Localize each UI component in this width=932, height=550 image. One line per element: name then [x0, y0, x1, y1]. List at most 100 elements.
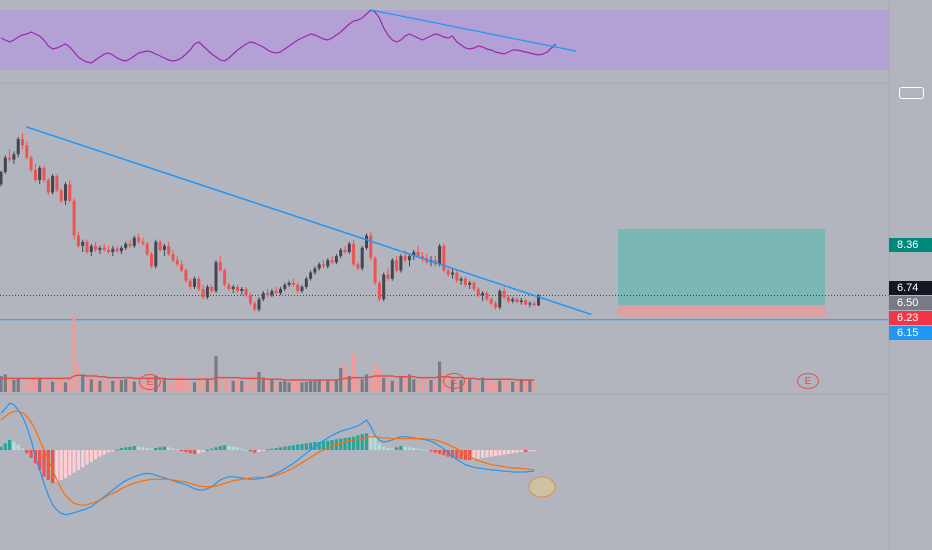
candle-body: [412, 252, 416, 257]
candle-body: [98, 247, 102, 250]
volume-bar: [330, 381, 334, 392]
macd-histogram-bar: [360, 434, 364, 450]
volume-bar: [33, 376, 37, 392]
macd-histogram-bar: [8, 440, 12, 450]
candle-body: [89, 245, 93, 252]
volume-bar: [287, 382, 291, 392]
candle-body: [0, 171, 3, 185]
macd-histogram-bar: [192, 450, 197, 454]
candle-body: [21, 139, 24, 146]
volume-bar: [81, 374, 85, 392]
macd-histogram-bar: [141, 447, 145, 450]
volume-bar: [201, 376, 205, 392]
macd-histogram-bar: [498, 450, 502, 456]
macd-histogram-bar: [184, 450, 188, 452]
volume-bar: [296, 380, 300, 392]
macd-histogram-bar: [188, 450, 192, 454]
volume-bar: [192, 382, 197, 392]
volume-bar: [98, 380, 102, 392]
candle-body: [124, 243, 128, 248]
macd-histogram-bar: [347, 437, 351, 450]
candle-body: [519, 300, 523, 303]
candle-body: [390, 260, 394, 279]
macd-histogram-bar: [128, 446, 132, 450]
candle-body: [446, 270, 450, 275]
candle-body: [205, 286, 209, 298]
macd-histogram-bar: [201, 450, 205, 452]
macd-histogram-bar: [433, 450, 437, 453]
macd-histogram-bar: [248, 450, 252, 452]
volume-bar: [111, 380, 115, 392]
macd-histogram-bar: [532, 450, 536, 451]
candle-body: [141, 241, 145, 244]
volume-bar: [102, 380, 106, 392]
earnings-marker[interactable]: E: [443, 373, 465, 389]
candle-body: [137, 237, 141, 242]
price-pane[interactable]: [0, 126, 889, 321]
macd-histogram-bar: [16, 444, 20, 450]
earnings-marker[interactable]: E: [797, 373, 819, 389]
volume-bar: [266, 379, 270, 392]
candle-body: [498, 291, 502, 308]
macd-histogram-bar: [51, 450, 55, 484]
macd-histogram-bar: [94, 450, 98, 460]
candle-body: [115, 248, 119, 252]
candle-body: [94, 245, 98, 250]
macd-histogram-bar: [12, 442, 16, 450]
macd-histogram-bar: [455, 450, 459, 459]
volume-bar: [386, 379, 390, 392]
candle-body: [72, 200, 76, 236]
macd-histogram-bar: [115, 449, 119, 451]
volume-bar: [223, 377, 227, 392]
volume-bar: [274, 380, 278, 392]
macd-histogram-bar: [386, 448, 390, 450]
candle-body: [537, 295, 540, 306]
target-zone: [618, 229, 825, 306]
candle-body: [223, 270, 227, 285]
candle-body: [188, 280, 192, 287]
macd-histogram-bar: [403, 446, 407, 450]
macd-histogram-bar: [330, 440, 334, 450]
macd-histogram-bar: [106, 450, 111, 453]
candle-body: [210, 286, 214, 291]
candle-body: [343, 249, 347, 252]
macd-histogram-bar: [55, 450, 59, 482]
candle-body: [416, 252, 420, 257]
macd-histogram-bar: [266, 449, 270, 451]
macd-histogram-bar: [356, 435, 360, 450]
volume-bar: [519, 379, 523, 392]
macd-histogram-bar: [149, 448, 154, 450]
macd-histogram-bar: [352, 436, 356, 450]
earnings-marker[interactable]: E: [139, 374, 161, 390]
volume-bar: [390, 380, 394, 392]
candle-body: [524, 300, 528, 305]
candle-body: [528, 303, 532, 305]
price-trendline: [25, 126, 592, 316]
macd-histogram-bar: [29, 450, 33, 458]
volume-bar: [38, 377, 42, 392]
volume-bar: [321, 382, 326, 392]
volume-bar: [472, 382, 476, 392]
volume-bar: [240, 380, 244, 392]
macd-histogram-bar: [231, 446, 235, 450]
macd-histogram-bar: [309, 442, 313, 450]
candle-body: [326, 260, 330, 267]
candle-body: [399, 256, 403, 271]
auto-scale-button[interactable]: [899, 87, 924, 99]
candle-body: [502, 291, 506, 298]
volume-bar: [210, 379, 214, 392]
candle-body: [158, 241, 162, 250]
macd-histogram-bar: [343, 438, 347, 450]
volume-bar: [429, 380, 433, 392]
macd-histogram-bar: [291, 445, 295, 450]
candle-body: [12, 154, 16, 160]
macd-histogram-bar: [253, 450, 257, 453]
candle-body: [248, 295, 252, 304]
candle-body: [76, 235, 80, 246]
volume-bar: [162, 379, 166, 392]
candle-body: [485, 293, 489, 300]
volume-bar: [167, 382, 171, 392]
volume-bar: [502, 379, 506, 392]
stop-price-tag: 6.23: [889, 311, 932, 325]
